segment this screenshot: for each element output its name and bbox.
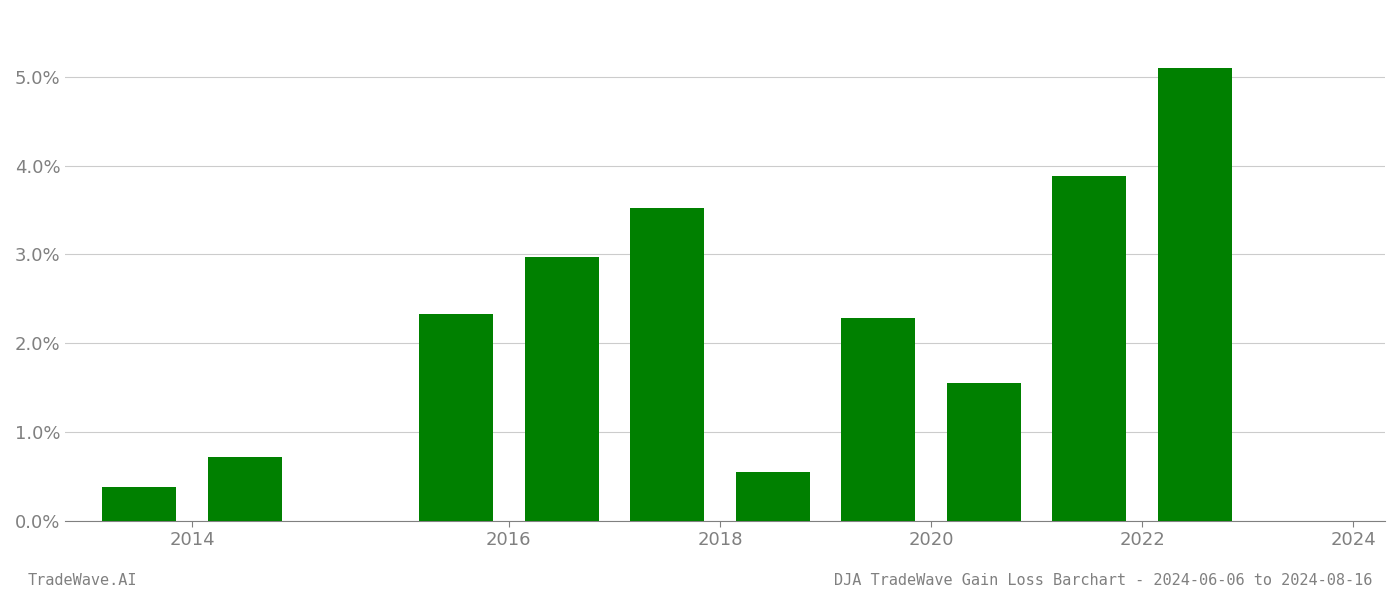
Bar (209, 457, 281, 521)
Bar (1158, 68, 1232, 521)
Bar (419, 314, 493, 521)
Bar (630, 208, 704, 521)
Bar (736, 472, 809, 521)
Text: TradeWave.AI: TradeWave.AI (28, 573, 137, 588)
Text: DJA TradeWave Gain Loss Barchart - 2024-06-06 to 2024-08-16: DJA TradeWave Gain Loss Barchart - 2024-… (833, 573, 1372, 588)
Bar (525, 257, 599, 521)
Bar (1053, 176, 1127, 521)
Bar (841, 319, 916, 521)
Bar (946, 383, 1021, 521)
Bar (102, 487, 176, 521)
